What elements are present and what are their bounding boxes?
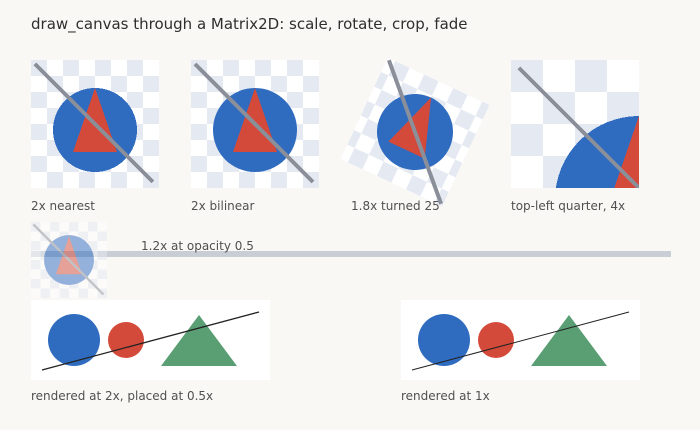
thumb-cropped: [511, 60, 639, 188]
green-triangle: [531, 315, 607, 366]
panel-rendered-1x-label: rendered at 1x: [401, 389, 490, 403]
thumb-rotated-label: 1.8x turned 25: [351, 199, 440, 213]
diagonal-line: [411, 311, 630, 371]
thumb-rotated: [340, 57, 490, 207]
thumb-bilinear-canvas: [191, 60, 319, 188]
panel-rendered-2x-canvas: [41, 311, 260, 371]
diagonal-line: [41, 311, 260, 371]
page-title: draw_canvas through a Matrix2D: scale, r…: [31, 15, 468, 33]
blue-circle: [418, 314, 470, 366]
thumb-nearest-label: 2x nearest: [31, 199, 95, 213]
separator-band: [31, 251, 671, 257]
thumb-bilinear: [191, 60, 319, 188]
thumb-cropped-label: top-left quarter, 4x: [511, 199, 626, 213]
thumb-cropped-canvas: [511, 60, 639, 188]
red-circle: [478, 322, 514, 358]
thumb-faded: [31, 222, 107, 298]
panel-rendered-1x: [401, 300, 640, 380]
diagonal-line: [193, 62, 315, 184]
panel-rendered-2x: [31, 300, 270, 380]
red-triangle: [55, 236, 83, 275]
thumb-rotated-canvas: [340, 57, 490, 207]
diagonal-line: [32, 223, 105, 296]
red-circle: [108, 322, 144, 358]
panel-rendered-2x-label: rendered at 2x, placed at 0.5x: [31, 389, 214, 403]
thumb-faded-canvas: [31, 222, 107, 298]
diagonal-line: [33, 62, 155, 184]
thumb-bilinear-label: 2x bilinear: [191, 199, 255, 213]
diagonal-line: [387, 59, 443, 205]
thumb-nearest: [31, 60, 159, 188]
thumb-faded-label: 1.2x at opacity 0.5: [141, 239, 254, 253]
thumb-nearest-canvas: [31, 60, 159, 188]
panel-rendered-1x-canvas: [411, 311, 630, 371]
blue-circle: [48, 314, 100, 366]
diagonal-line: [517, 66, 639, 188]
green-triangle: [161, 315, 237, 366]
